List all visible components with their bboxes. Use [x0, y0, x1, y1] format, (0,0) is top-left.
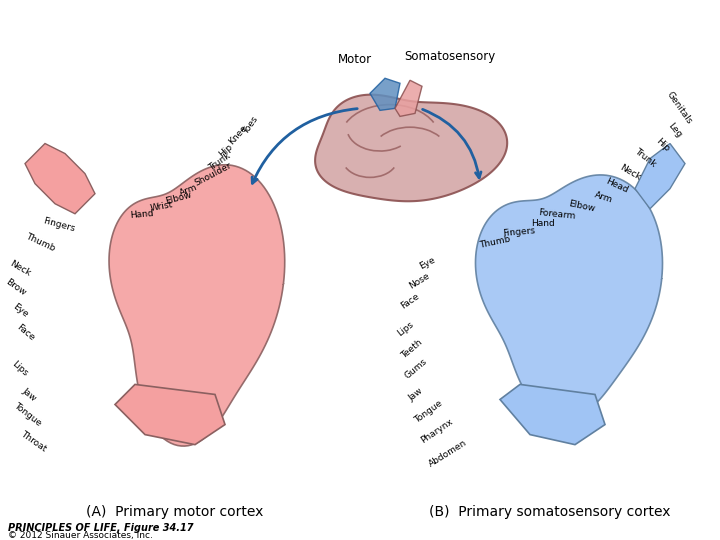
Text: Tongue: Tongue: [413, 399, 444, 425]
Text: Arm: Arm: [593, 191, 613, 205]
Polygon shape: [635, 144, 685, 209]
Text: Abdomen: Abdomen: [428, 438, 469, 469]
Text: (B)  Primary somatosensory cortex: (B) Primary somatosensory cortex: [429, 505, 671, 519]
Text: Lips: Lips: [395, 320, 415, 338]
Polygon shape: [370, 78, 400, 110]
Text: Throat: Throat: [19, 429, 48, 454]
Text: (A)  Primary motor cortex: (A) Primary motor cortex: [86, 505, 264, 519]
Text: Wrist: Wrist: [149, 200, 174, 213]
Text: Neck: Neck: [8, 259, 32, 278]
Text: Toes: Toes: [241, 115, 260, 136]
Text: Trunk: Trunk: [207, 151, 233, 172]
Text: Thumb: Thumb: [24, 232, 57, 253]
Text: Thumb: Thumb: [478, 234, 511, 250]
Text: Nose: Nose: [408, 271, 431, 291]
Text: Fingers: Fingers: [502, 226, 536, 238]
Text: Jaw: Jaw: [408, 387, 425, 403]
Text: Gums: Gums: [403, 357, 429, 381]
Text: Head: Head: [605, 177, 630, 195]
Text: © 2012 Sinauer Associates, Inc.: © 2012 Sinauer Associates, Inc.: [8, 531, 153, 540]
Text: Motor: Motor: [338, 53, 372, 66]
Polygon shape: [109, 165, 284, 446]
Polygon shape: [500, 384, 605, 444]
Text: PRINCIPLES OF LIFE, Figure 34.17: PRINCIPLES OF LIFE, Figure 34.17: [8, 523, 194, 533]
Text: Shoulder: Shoulder: [193, 161, 233, 187]
Text: Teeth: Teeth: [399, 338, 423, 361]
Text: Neck: Neck: [618, 164, 642, 183]
Text: Genitals: Genitals: [665, 90, 693, 126]
Text: Forearm: Forearm: [538, 208, 575, 221]
Text: Knee: Knee: [227, 124, 248, 146]
Text: Figure 34.17  The Body Is Represented in Primary Motor and Primary Somatosensory: Figure 34.17 The Body Is Represented in …: [7, 10, 720, 25]
Text: Eye: Eye: [418, 255, 437, 271]
Polygon shape: [395, 80, 422, 117]
Polygon shape: [115, 384, 225, 444]
Text: Leg: Leg: [666, 121, 683, 139]
Text: Tongue: Tongue: [12, 401, 42, 428]
Text: Brow: Brow: [4, 278, 27, 298]
Text: Elbow: Elbow: [164, 191, 192, 206]
Text: Somatosensory: Somatosensory: [405, 50, 495, 63]
Text: Face: Face: [14, 323, 36, 343]
Text: Trunk: Trunk: [633, 147, 658, 169]
Polygon shape: [25, 144, 95, 214]
Text: Pharynx: Pharynx: [420, 417, 455, 446]
Text: Eye: Eye: [11, 302, 30, 320]
Text: Hip: Hip: [654, 137, 671, 154]
Text: Jaw: Jaw: [20, 386, 38, 403]
Polygon shape: [315, 94, 507, 201]
Text: Hand: Hand: [531, 219, 555, 228]
Text: Hand: Hand: [130, 209, 154, 220]
Text: Arm: Arm: [179, 183, 199, 198]
Text: Fingers: Fingers: [42, 216, 76, 233]
Text: Face: Face: [400, 292, 421, 311]
Polygon shape: [475, 175, 662, 418]
Text: Hip: Hip: [217, 142, 234, 159]
Text: Lips: Lips: [11, 359, 30, 377]
Text: Elbow: Elbow: [568, 199, 596, 213]
